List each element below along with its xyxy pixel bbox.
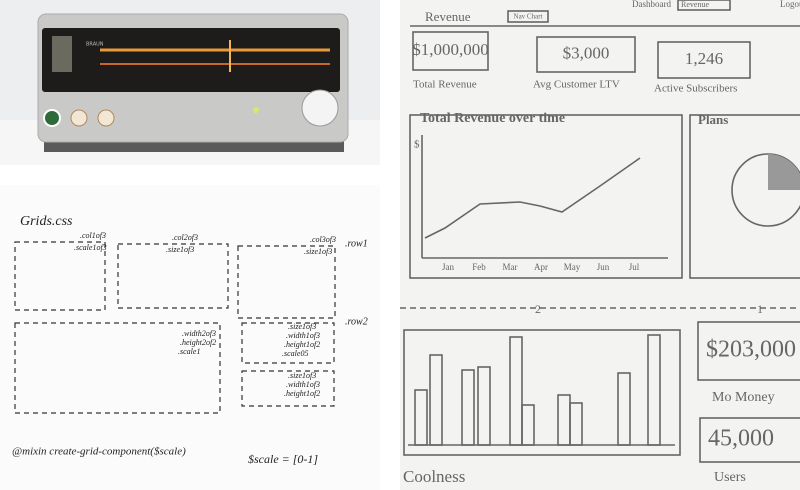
select-text: Revenue [681,0,709,9]
dashboard-sketch: Revenue Nav Chart Dashboard Revenue Logo… [400,0,800,490]
grid-label: .width1of3 [286,380,320,389]
panel [403,329,681,456]
grid-labels: .col1of3 .scale1of3 .col2of3 .size1of3 .col3… [74,231,336,398]
kpi-box [412,31,489,71]
paper [0,185,380,490]
footer-title: Coolness [403,467,465,486]
stat-label: Mo Money [712,390,775,405]
tuning-meter [52,36,72,72]
stat-box [697,321,800,381]
row-label: .row1 [345,238,368,249]
button [97,109,115,127]
panel-title: Total Revenue over time [420,111,565,126]
grid-label: .scale1 [178,347,200,356]
month-label: Jul [629,262,640,272]
pie-slice-sketch [768,154,800,190]
bar-sketch [408,334,675,446]
kpi-box [536,36,636,73]
grid-label: .size1of3 [288,322,316,331]
month-label: Apr [534,262,548,272]
y-symbol: $ [414,139,420,151]
kpi-value: 1,246 [685,49,723,68]
grid-label: .col1of3 [80,231,106,240]
grid-box [237,245,336,319]
radio-display [42,28,340,92]
scale-note: $scale = [0-1] [248,452,318,466]
radio-photo: BRAUN [0,0,380,165]
grid-box [14,322,221,414]
panel [689,114,800,279]
button [43,109,61,127]
stat-value: $203,000 [706,337,796,363]
sketch-title: Grids.css [20,214,73,229]
month-labels: Jan Feb Mar Apr May Jun Jul [442,262,640,272]
brand: BRAUN [86,42,104,48]
month-label: Feb [472,262,486,272]
grid-label: .height1of2 [284,389,320,398]
grid-box [241,322,335,364]
kpi-label: Total Revenue [413,79,477,91]
panel-title: Plans [698,112,728,127]
button [70,109,88,127]
kpi-row: $1,000,000 Total Revenue $3,000 Avg Custome… [412,31,751,95]
stat-value: 45,000 [708,426,774,452]
logout[interactable]: Logout [780,0,800,9]
nav-link[interactable]: Dashboard [632,0,671,9]
month-label: May [564,262,581,272]
kpi-box [657,41,751,79]
row-label: .row2 [345,316,368,327]
mixin: @mixin create-grid-component($scale) [12,446,186,458]
grid-label: .height2of2 [180,338,216,347]
divider-label: 1 [757,302,763,316]
grid-label: .width1of3 [286,331,320,340]
grid-box [14,241,106,311]
grid-box [117,243,229,309]
grid-label: .scale1of3 [74,243,107,252]
grid-box [241,370,335,407]
header-title: Revenue [425,9,471,24]
stats: $203,000 Mo Money 45,000 Users [697,321,800,485]
indicator [253,107,259,113]
volume-knob [301,89,339,127]
stat-label: Users [714,470,746,485]
header-button-text: Nav Chart [514,13,543,21]
kpi-label: Avg Customer LTV [533,79,620,91]
header-button[interactable] [507,10,549,23]
grid-label: .width2of3 [182,329,216,338]
month-label: Mar [503,262,518,272]
kpi-value: $3,000 [563,43,610,62]
grid-label: .scale05 [282,349,308,358]
grid-label: .height1of2 [284,340,320,349]
month-label: Jun [597,262,610,272]
stat-box [699,417,800,463]
divider-label: 2 [535,302,541,316]
kpi-label: Active Subscribers [654,83,737,95]
paper [400,0,800,490]
grid-label: .size1of3 [304,247,332,256]
grid-sketch: Grids.css .col1of3 .scale1of3 .col2of3 .siz… [0,185,380,490]
sketch-line [424,157,641,239]
grid-label: .col3of3 [310,235,336,244]
grid-label: .size1of3 [166,245,194,254]
grid-label: .size1of3 [288,371,316,380]
panel [409,114,683,279]
grid-label: .col2of3 [172,233,198,242]
month-label: Jan [442,262,454,272]
kpi-value: $1,000,000 [412,40,489,59]
select[interactable] [677,0,731,11]
